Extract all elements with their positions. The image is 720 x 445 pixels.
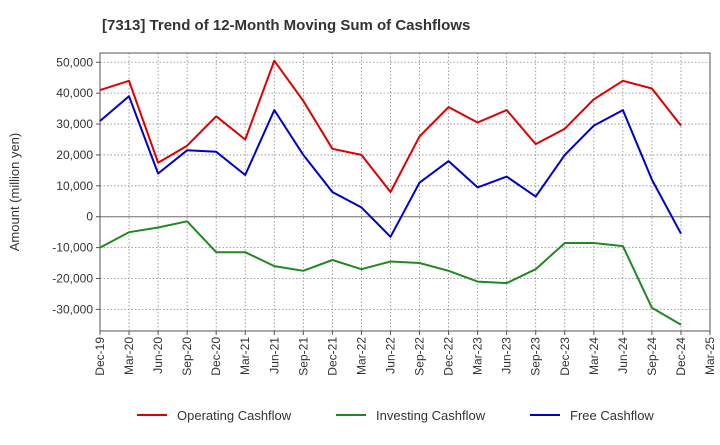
x-tick-label: Sep-24 [645, 337, 659, 376]
plot-frame [99, 52, 711, 332]
x-tick-label: Jun-21 [267, 337, 281, 374]
legend-label: Investing Cashflow [376, 408, 486, 423]
y-tick-label: 10,000 [56, 179, 93, 193]
x-tick-label: Dec-21 [325, 337, 339, 376]
y-tick-label: -10,000 [52, 241, 93, 255]
x-tick-label: Mar-25 [703, 337, 717, 375]
x-tick-label: Mar-20 [122, 337, 136, 375]
x-tick-label: Dec-24 [674, 337, 688, 376]
y-tick-label: 40,000 [56, 86, 93, 100]
legend-label: Operating Cashflow [177, 408, 292, 423]
chart-title: [7313] Trend of 12-Month Moving Sum of C… [102, 17, 470, 34]
y-axis-label: Amount (million yen) [7, 133, 22, 252]
y-tick-label: 50,000 [56, 55, 93, 69]
legend: Operating Cashflow Investing Cashflow Free… [137, 408, 654, 423]
x-tick-label: Mar-24 [587, 337, 601, 375]
x-tick-label: Sep-23 [529, 337, 543, 376]
y-tick-label: 0 [86, 210, 93, 224]
x-tick-label: Sep-22 [413, 337, 427, 376]
x-tick-label: Mar-22 [354, 337, 368, 375]
x-tick-label: Dec-20 [209, 337, 223, 376]
x-tick-label: Sep-21 [296, 337, 310, 376]
x-tick-label: Sep-20 [180, 337, 194, 376]
x-tick-label: Mar-21 [238, 337, 252, 375]
x-tick-label: Dec-19 [93, 337, 107, 376]
y-tick-label: 30,000 [56, 117, 93, 131]
y-tick-label: -30,000 [52, 302, 93, 316]
series-line [99, 59, 682, 193]
x-tick-label: Dec-23 [558, 337, 572, 376]
series-lines [99, 59, 682, 326]
legend-label: Free Cashflow [570, 408, 654, 423]
y-tick-label: -20,000 [52, 271, 93, 285]
x-tick-label: Jun-22 [383, 337, 397, 374]
x-tick-label: Jun-23 [500, 337, 514, 374]
axes: -30,000 -20,000 -10,000 0 10,000 20,000 30,000… [52, 52, 717, 376]
x-tick-label: Dec-22 [442, 337, 456, 376]
series-line [99, 95, 682, 238]
series-line [99, 220, 682, 326]
x-tick-label: Jun-24 [616, 337, 630, 374]
grid [100, 53, 710, 331]
x-tick-label: Jun-20 [151, 337, 165, 374]
y-tick-label: 20,000 [56, 148, 93, 162]
x-tick-label: Mar-23 [471, 337, 485, 375]
